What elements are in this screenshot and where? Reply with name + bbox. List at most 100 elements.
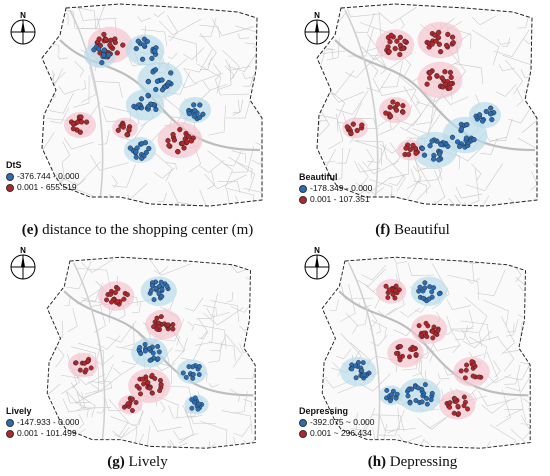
map-point [96,36,102,42]
legend-swatch [6,183,14,192]
map-point [197,114,203,120]
map-point [149,390,155,396]
legend-item: -147.933 - 0.000 [6,417,79,428]
map-point [145,79,151,85]
map-point [189,397,195,403]
map-point [153,86,159,93]
map-point [431,156,437,162]
map-point [359,122,365,128]
map-point [114,299,120,305]
map-point [121,296,127,302]
map-point [477,112,483,118]
map-panel-g [0,244,275,452]
map-point [359,368,365,373]
map-point [418,333,424,338]
map-point [150,350,156,356]
hotspot-halo [469,102,501,128]
legend-swatch [299,184,307,193]
map-point [447,85,453,91]
map-point [155,344,161,349]
map-point [192,107,198,114]
map-point [386,49,392,55]
map-point [390,99,396,105]
map-point [442,69,448,75]
map-point [78,114,84,120]
map-point [397,357,403,363]
map-point [135,38,141,44]
map-point [139,376,145,382]
map-point [83,119,90,125]
map-point [151,324,157,330]
map-point [170,322,176,328]
hotspot-halo [125,89,165,121]
map-point [183,374,189,380]
map-point [175,149,181,155]
map-point [155,356,161,362]
map-point [415,385,421,391]
map-point [463,135,470,141]
map-point [103,36,109,43]
map-point [190,375,196,381]
map-point [463,367,469,373]
legend-item: 0.001 - 107.351 [299,194,372,205]
map-point [200,111,206,117]
hotspot-halo [125,34,165,66]
map-point [158,314,164,320]
map-point [392,45,398,52]
point-layer [68,31,206,161]
map-point [483,108,489,115]
map-point [388,32,394,38]
legend-title: Beautiful [299,172,338,182]
map-point [402,38,408,44]
map-e [41,3,263,207]
map-point [154,315,160,321]
map-point [439,75,445,81]
map-point [411,346,417,352]
map-point [70,126,77,132]
map-point [138,391,143,397]
map-point [420,295,426,301]
map-point [142,140,149,146]
map-point [427,143,433,149]
caption-h: (h) Depressing [367,454,458,470]
map-point [487,111,494,117]
map-point [434,73,440,79]
map-point [148,287,154,293]
map-point [436,29,442,36]
map-point [393,107,400,113]
map-point [361,372,367,378]
north-arrow-compass-icon: N [8,10,38,51]
map-point [96,46,102,52]
map-point [400,103,406,109]
map-point [385,295,391,300]
map-point [419,399,425,405]
map-point [165,138,171,144]
map-point [133,45,139,52]
map-point [413,150,419,156]
map-point [428,397,434,403]
map-point [429,289,435,295]
map-point [152,67,159,73]
map-point [139,155,145,161]
map-point [196,372,202,378]
map-point [140,56,146,62]
map-point [385,44,391,50]
map-point [436,291,442,297]
map-point [469,359,475,365]
map-point [159,287,165,292]
map-point [462,375,468,381]
hotspot-halo [375,29,415,61]
map-point [134,383,140,389]
map-point [419,145,426,152]
map-point [406,386,412,392]
hotspot-halo [140,276,177,307]
legend-title: Depressing [299,406,349,416]
map-point [99,59,105,66]
map-point [438,49,444,55]
map-point [424,395,429,401]
map-point [186,111,193,117]
map-point [393,350,399,356]
hotspot-halo [412,131,458,169]
legend-title: Lively [6,406,32,416]
caption-g: (g) Lively [107,454,168,470]
